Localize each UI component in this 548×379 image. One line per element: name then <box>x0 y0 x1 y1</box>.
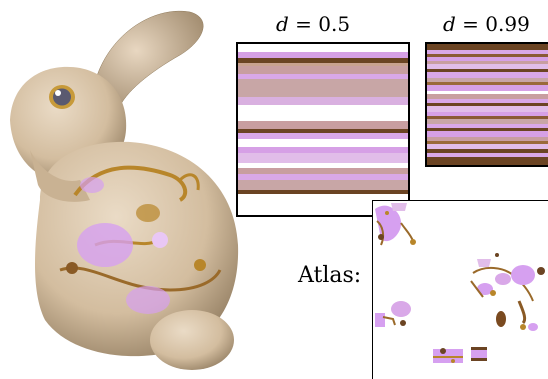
stripe-panel-d099 <box>425 42 548 167</box>
bunny-ornaments <box>59 165 222 314</box>
atlas-patch-left <box>375 301 411 327</box>
atlas-graphic <box>375 203 545 363</box>
d-label-left: d = 0.5 <box>276 12 351 36</box>
stripe-panel-d05 <box>236 42 410 217</box>
stripe-panel-d099-graphic <box>427 44 548 165</box>
bunny-foot <box>150 310 234 370</box>
stripe-panel-d05-graphic <box>238 44 408 215</box>
bunny-illustration <box>10 10 239 370</box>
atlas-patch-bottom <box>433 347 487 363</box>
atlas-patch-topleft <box>375 203 416 246</box>
d-label-right: d = 0.99 <box>443 12 530 36</box>
atlas-panel <box>372 200 548 379</box>
atlas-patch-right <box>470 253 545 331</box>
atlas-label: Atlas: <box>298 263 362 288</box>
